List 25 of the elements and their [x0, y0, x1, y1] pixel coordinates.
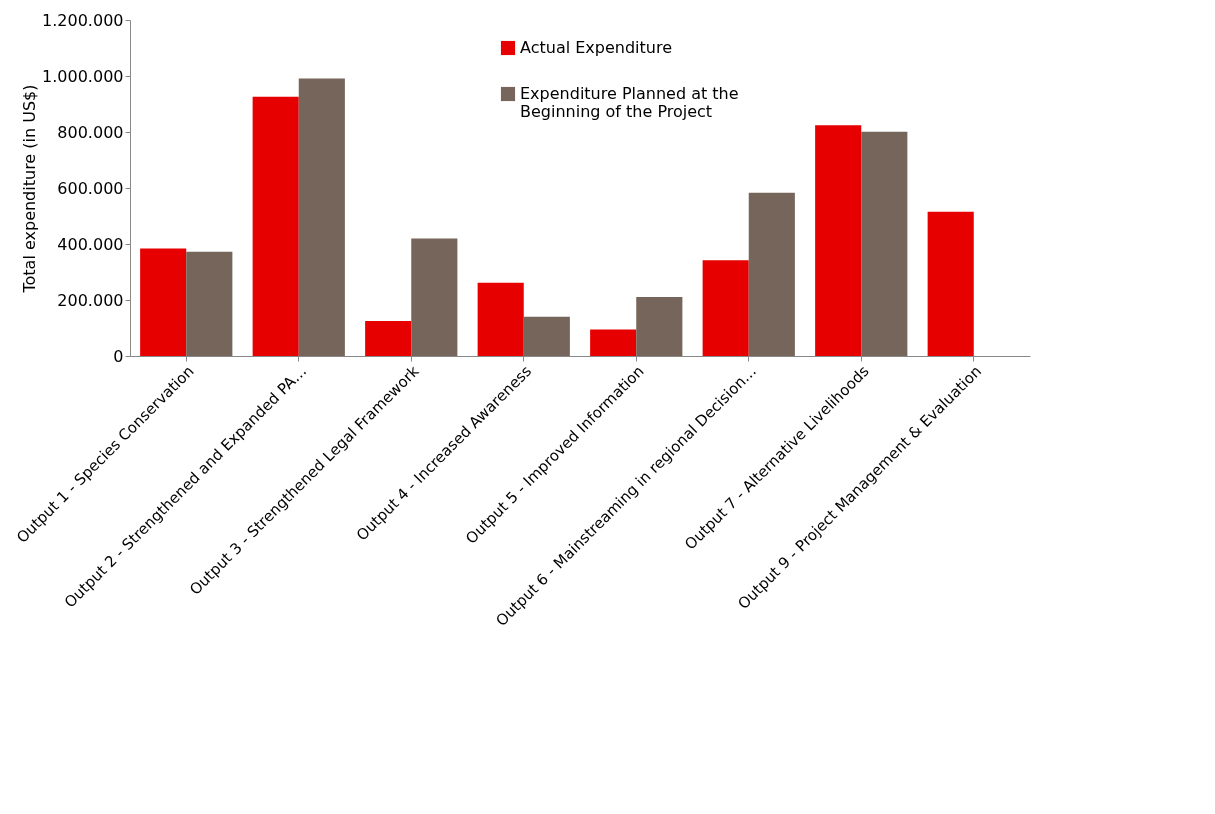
bar [861, 131, 908, 356]
bar [523, 316, 570, 356]
y-tick-label: 1.000.000 [42, 66, 124, 86]
y-tick-label: 800.000 [57, 122, 124, 142]
bar [636, 296, 683, 356]
legend-label: Expenditure Planned at the Beginning of the Project [520, 84, 739, 121]
bar [702, 260, 749, 356]
y-tick-label: 200.000 [57, 290, 124, 310]
y-axis-title: Total expenditure (in US$) [20, 84, 40, 294]
bar [477, 282, 524, 356]
bar [748, 192, 795, 356]
legend-label: Actual Expenditure [520, 38, 673, 57]
y-tick-label: 400.000 [57, 234, 124, 254]
bar [927, 211, 974, 356]
bar [140, 248, 187, 356]
y-tick-label: 1.200.000 [42, 10, 124, 30]
bar [298, 78, 345, 356]
bar [815, 125, 862, 356]
bar [411, 238, 458, 356]
bar [186, 251, 233, 356]
bar [590, 329, 637, 356]
bar [252, 96, 299, 356]
y-tick-label: 0 [113, 346, 124, 366]
y-tick-label: 600.000 [57, 178, 124, 198]
bar [365, 321, 412, 356]
